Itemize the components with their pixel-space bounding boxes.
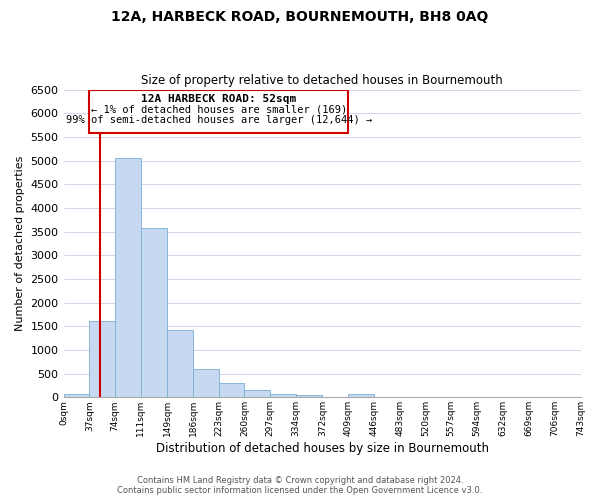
Bar — [244, 390, 270, 398]
Bar — [64, 394, 89, 398]
Bar — [89, 320, 115, 398]
Bar — [296, 396, 322, 398]
Text: 12A, HARBECK ROAD, BOURNEMOUTH, BH8 0AQ: 12A, HARBECK ROAD, BOURNEMOUTH, BH8 0AQ — [112, 10, 488, 24]
Bar — [270, 394, 296, 398]
Text: 99% of semi-detached houses are larger (12,644) →: 99% of semi-detached houses are larger (… — [65, 114, 372, 124]
X-axis label: Distribution of detached houses by size in Bournemouth: Distribution of detached houses by size … — [155, 442, 488, 455]
Bar — [193, 370, 218, 398]
Text: Contains HM Land Registry data © Crown copyright and database right 2024.
Contai: Contains HM Land Registry data © Crown c… — [118, 476, 482, 495]
Text: 12A HARBECK ROAD: 52sqm: 12A HARBECK ROAD: 52sqm — [141, 94, 296, 104]
Bar — [167, 330, 193, 398]
Bar — [218, 382, 244, 398]
Bar — [322, 396, 348, 398]
Bar — [89, 90, 348, 133]
Text: ← 1% of detached houses are smaller (169): ← 1% of detached houses are smaller (169… — [91, 104, 347, 115]
Y-axis label: Number of detached properties: Number of detached properties — [15, 156, 25, 331]
Bar — [348, 394, 374, 398]
Title: Size of property relative to detached houses in Bournemouth: Size of property relative to detached ho… — [141, 74, 503, 87]
Bar — [141, 228, 167, 398]
Bar — [115, 158, 141, 398]
